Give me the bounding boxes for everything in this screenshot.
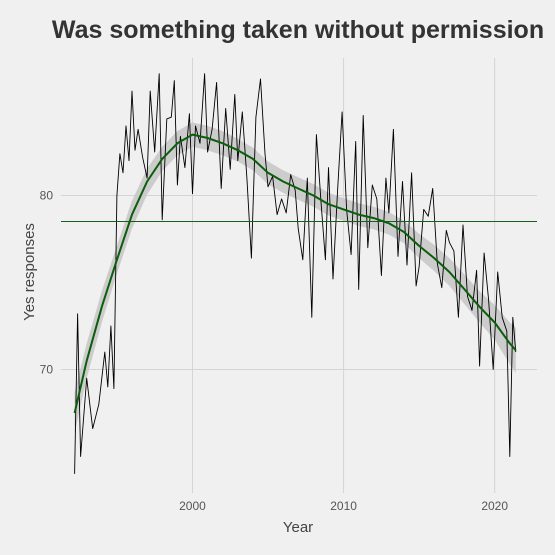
- raw-series-line: [74, 73, 517, 474]
- confidence-ribbon: [74, 122, 516, 434]
- smooth-series-layer: [73, 133, 517, 414]
- tick-labels: 2000 2010 2020 70 80: [40, 188, 509, 513]
- x-tick-label-2000: 2000: [179, 499, 206, 513]
- chart-title: Was something taken without permission: [52, 16, 544, 44]
- smooth-series-line: [73, 133, 517, 414]
- x-tick-label-2020: 2020: [481, 499, 508, 513]
- raw-series-layer: [74, 73, 517, 474]
- confidence-ribbon-layer: [74, 122, 516, 434]
- y-tick-label-80: 80: [40, 188, 54, 202]
- y-axis-title: Yes responses: [21, 223, 38, 321]
- x-axis-title: Year: [283, 519, 313, 536]
- y-tick-label-70: 70: [40, 362, 54, 376]
- x-tick-label-2010: 2010: [330, 499, 357, 513]
